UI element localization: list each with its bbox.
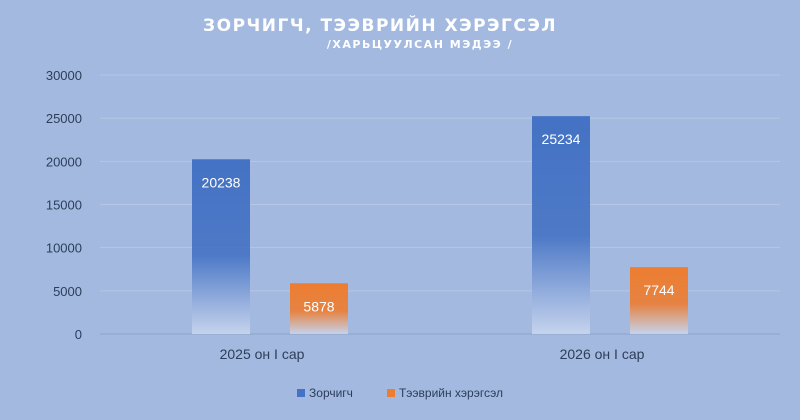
y-tick-label: 15000 bbox=[46, 198, 82, 213]
bar-passengers-1 bbox=[192, 159, 250, 334]
y-tick-label: 25000 bbox=[46, 111, 82, 126]
legend: Зорчигч Тээврийн хэрэгсэл bbox=[0, 386, 800, 400]
y-tick-label: 20000 bbox=[46, 154, 82, 169]
legend-swatch-passengers bbox=[297, 389, 306, 397]
data-label-passengers-2: 25234 bbox=[542, 131, 581, 147]
chart-subtitle: /ХАРЬЦУУЛСАН МЭДЭЭ / bbox=[326, 38, 514, 51]
y-tick-label: 0 bbox=[75, 327, 82, 342]
x-axis-categories: 2025 он I сар 2026 он I сар bbox=[220, 346, 645, 362]
y-tick-label: 5000 bbox=[53, 284, 82, 299]
data-labels: 20238 5878 25234 7744 bbox=[202, 131, 675, 314]
data-label-vehicles-2: 7744 bbox=[643, 282, 674, 298]
chart-title: ЗОРЧИГЧ, ТЭЭВРИЙН ХЭРЭГСЭЛ bbox=[203, 16, 557, 36]
legend-item-passengers: Зорчигч bbox=[297, 386, 353, 400]
y-tick-label: 30000 bbox=[46, 68, 82, 83]
x-category-label: 2025 он I сар bbox=[220, 346, 305, 362]
x-category-label: 2026 он I сар bbox=[560, 346, 645, 362]
bar-vehicles-2 bbox=[630, 267, 688, 334]
bar-vehicles-1 bbox=[290, 283, 348, 334]
bar-passengers-2 bbox=[532, 116, 590, 334]
y-axis-ticks: 0 5000 10000 15000 20000 25000 30000 bbox=[46, 68, 82, 342]
legend-label-passengers: Зорчигч bbox=[309, 386, 353, 400]
legend-label-vehicles: Тээврийн хэрэгсэл bbox=[398, 386, 503, 400]
data-label-passengers-1: 20238 bbox=[202, 174, 241, 190]
data-label-vehicles-1: 5878 bbox=[303, 298, 334, 314]
legend-swatch-vehicles bbox=[386, 389, 395, 397]
bars bbox=[192, 116, 688, 334]
legend-item-vehicles: Тээврийн хэрэгсэл bbox=[386, 386, 503, 400]
y-tick-label: 10000 bbox=[46, 241, 82, 256]
